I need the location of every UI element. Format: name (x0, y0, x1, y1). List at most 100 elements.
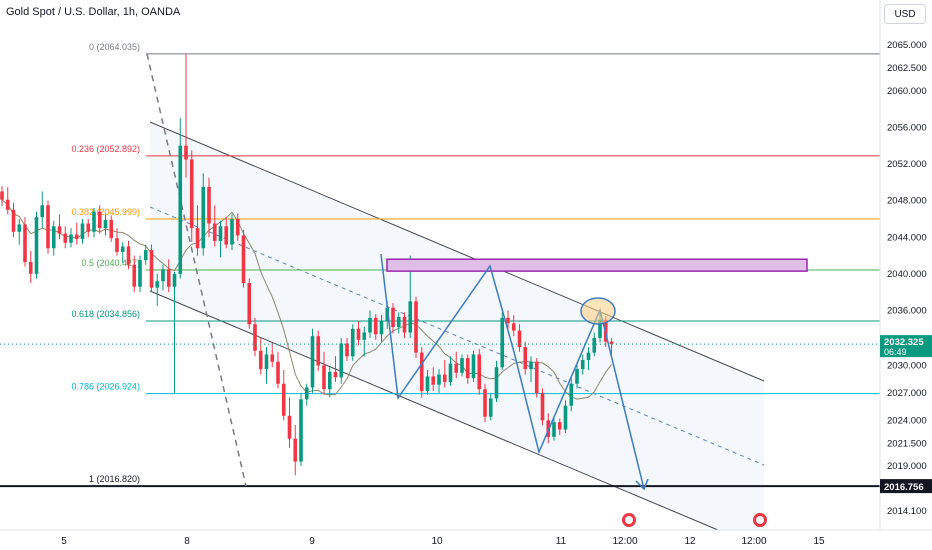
candle-body (511, 323, 516, 331)
candle-body (385, 307, 390, 322)
time-tick-label: 12 (684, 536, 696, 547)
last-price-value: 2032.325 (884, 337, 924, 348)
candle-body (494, 367, 499, 399)
last-price-tag (880, 335, 932, 358)
price-tick-label: 2062.500 (887, 63, 927, 74)
fibonacci-retracement[interactable]: 0 (2064.035) 0.236 (2052.892) 0.382 (2045.… (0, 42, 880, 488)
candle-body (281, 383, 286, 416)
candle-body (270, 354, 275, 362)
candle-body (356, 328, 361, 340)
price-axis-bg (880, 0, 932, 550)
candle-body (293, 438, 298, 462)
event-flag-inner-icon (625, 516, 633, 524)
time-tick-label: 11 (556, 536, 567, 547)
time-tick-label: 12:00 (612, 536, 637, 547)
candle-body (287, 415, 292, 439)
channel-fill (150, 122, 764, 530)
price-tick-label: 2048.000 (887, 196, 927, 207)
price-tick-label: 2065.000 (887, 40, 927, 51)
drawing-annotations[interactable] (0, 253, 880, 527)
candle-body (442, 374, 447, 382)
candle-body (488, 398, 493, 417)
candle-body (138, 260, 142, 287)
candle-body (552, 422, 556, 437)
candle-body (575, 369, 579, 384)
candle-body (0, 191, 4, 200)
candle-body (322, 365, 326, 390)
candle-body (23, 224, 27, 262)
price-tick-label: 2027.000 (887, 388, 927, 399)
fib-level-label: 0 (2064.035) (89, 42, 140, 52)
candle-body (143, 250, 148, 261)
candle-body (201, 186, 206, 249)
candle-body (172, 273, 177, 287)
candle-body (345, 343, 349, 357)
price-tick-label: 2040.000 (887, 269, 927, 280)
candle-body (40, 205, 45, 218)
candle-body (460, 358, 464, 373)
candle-body (184, 145, 188, 160)
candle-body (362, 332, 367, 340)
candle-body (425, 376, 430, 392)
candle-body (419, 352, 424, 392)
candle-body (235, 218, 240, 236)
candle-body (471, 354, 476, 379)
candle-body (132, 264, 137, 287)
fib-1-price-value: 2016.756 (884, 482, 924, 493)
candle-body (28, 261, 33, 274)
candle-body (500, 317, 505, 368)
candle-body (258, 350, 263, 370)
candle-body (161, 269, 165, 282)
candle-body (316, 336, 321, 366)
candle-body (103, 219, 108, 229)
arrow-head-icon (635, 478, 649, 491)
time-tick-label: 8 (184, 536, 190, 547)
candle-body (178, 145, 183, 274)
price-tick-label: 2056.000 (887, 122, 927, 133)
candle-body (506, 317, 510, 324)
price-tick-label: 2014.100 (887, 506, 927, 517)
fib-level-label: 0.5 (2040.427) (81, 258, 140, 268)
candle-body (373, 317, 378, 335)
parallel-channel[interactable] (149, 121, 765, 531)
price-tick-label: 2044.000 (887, 232, 927, 243)
time-axis[interactable]: 5 8 9 10 11 12:00 12 12:00 15 (0, 529, 932, 547)
candle-body (304, 387, 309, 400)
candle-body (51, 226, 56, 249)
candle-body (368, 317, 372, 333)
price-tick-label: 2024.000 (887, 415, 927, 426)
candle-body (414, 301, 418, 353)
candle-body (97, 211, 102, 229)
candle-body (17, 224, 22, 232)
candle-body (212, 223, 217, 241)
candle-body (396, 316, 401, 327)
channel-lower-line (149, 290, 719, 531)
candle-body (166, 269, 171, 287)
price-tick-label: 2019.000 (887, 461, 927, 472)
fib-trend-line (146, 53, 247, 487)
candle-body (69, 234, 73, 243)
candle-body (350, 328, 355, 357)
candle-body (598, 319, 602, 338)
event-flag-inner-icon (756, 516, 764, 524)
currency-button[interactable]: USD (884, 4, 926, 24)
candle-body (540, 392, 545, 421)
fib-level-label: 0.786 (2026.924) (71, 382, 140, 392)
time-tick-label: 15 (813, 536, 825, 547)
candle-body (86, 223, 91, 232)
price-tick-label: 2060.000 (887, 86, 927, 97)
candle-body (454, 363, 459, 373)
candle-body (580, 359, 585, 370)
price-axis[interactable]: 2065.000 2062.500 2060.000 2056.000 2052.000… (879, 0, 932, 550)
fib-level-label: 0.618 (2034.856) (71, 309, 140, 319)
candle-body (207, 186, 211, 224)
time-tick-label: 10 (431, 536, 443, 547)
candle-body (563, 405, 568, 430)
candle-body (609, 341, 614, 345)
candle-body (448, 363, 453, 382)
candle-body (126, 246, 131, 265)
candle-body (46, 205, 50, 249)
candle-body (402, 316, 407, 333)
candle-body (115, 238, 119, 252)
